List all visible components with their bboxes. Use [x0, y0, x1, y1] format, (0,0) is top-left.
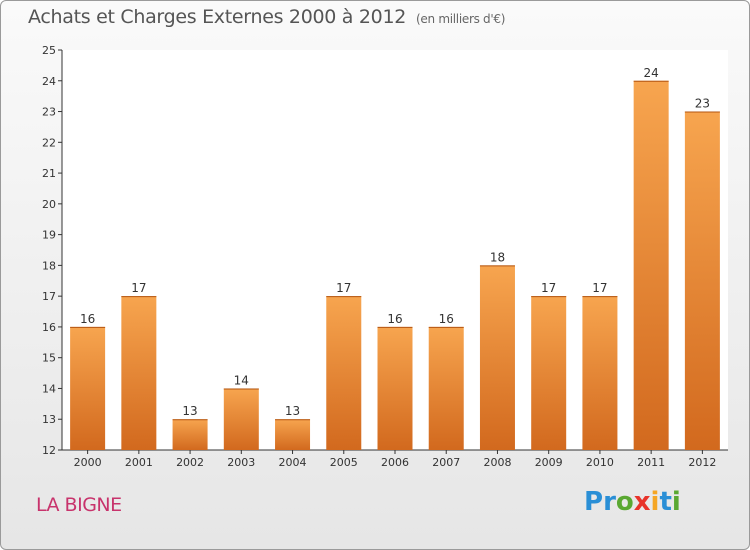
chart-subtitle: (en milliers d'€) [416, 12, 506, 26]
bar [121, 296, 157, 450]
place-label: LA BIGNE [36, 494, 122, 516]
y-tick-label: 16 [42, 321, 56, 334]
data-label: 17 [541, 281, 556, 295]
x-tick-label: 2003 [227, 456, 255, 469]
logo-letter: o [615, 487, 634, 517]
data-label: 13 [285, 404, 300, 418]
bar [172, 419, 208, 450]
bar [633, 80, 669, 451]
y-tick-label: 24 [42, 75, 56, 88]
x-tick-label: 2007 [432, 456, 460, 469]
logo-letter: t [659, 487, 672, 517]
title-text: Achats et Charges Externes 2000 à 2012 [28, 6, 407, 28]
data-label: 13 [182, 404, 197, 418]
x-tick-label: 2009 [535, 456, 563, 469]
bar [275, 419, 311, 450]
data-label: 24 [644, 66, 659, 80]
bar [428, 326, 464, 450]
y-tick-label: 14 [42, 382, 56, 395]
data-label: 18 [490, 250, 505, 264]
x-tick-label: 2011 [637, 456, 665, 469]
data-label: 17 [592, 281, 607, 295]
x-tick-label: 2008 [483, 456, 511, 469]
bar [377, 326, 413, 450]
x-tick-label: 2006 [381, 456, 409, 469]
y-tick-label: 23 [42, 106, 56, 119]
data-label: 16 [387, 312, 402, 326]
data-label: 16 [80, 312, 95, 326]
data-label: 17 [336, 281, 351, 295]
x-tick-label: 2010 [586, 456, 614, 469]
y-tick-label: 20 [42, 198, 56, 211]
bar [479, 265, 515, 450]
bar [326, 296, 362, 450]
logo-letter: P [584, 487, 604, 517]
bar [684, 111, 720, 451]
y-tick-label: 15 [42, 352, 56, 365]
y-tick-label: 17 [42, 290, 56, 303]
logo-letter: r [603, 487, 616, 517]
y-tick-label: 12 [42, 444, 56, 457]
x-tick-label: 2001 [125, 456, 153, 469]
bar [582, 296, 618, 450]
y-tick-label: 19 [42, 229, 56, 242]
bar [70, 326, 106, 450]
data-label: 23 [695, 97, 710, 111]
x-tick-label: 2004 [279, 456, 307, 469]
bar [223, 388, 259, 450]
x-tick-label: 2012 [688, 456, 716, 469]
x-tick-label: 2002 [176, 456, 204, 469]
proxiti-logo: Proxiti [584, 487, 681, 517]
y-tick-label: 21 [42, 167, 56, 180]
data-label: 14 [234, 373, 249, 387]
y-tick-label: 13 [42, 413, 56, 426]
logo-letter: x [633, 487, 651, 517]
chart-title: Achats et Charges Externes 2000 à 2012 (e… [28, 6, 505, 28]
data-label: 17 [131, 281, 146, 295]
logo-letter: i [650, 487, 660, 517]
y-tick-label: 18 [42, 259, 56, 272]
x-tick-label: 2000 [74, 456, 102, 469]
y-tick-label: 25 [42, 44, 56, 57]
y-tick-label: 22 [42, 136, 56, 149]
x-tick-label: 2005 [330, 456, 358, 469]
bar [531, 296, 567, 450]
data-label: 16 [439, 312, 454, 326]
logo-letter: i [671, 487, 681, 517]
